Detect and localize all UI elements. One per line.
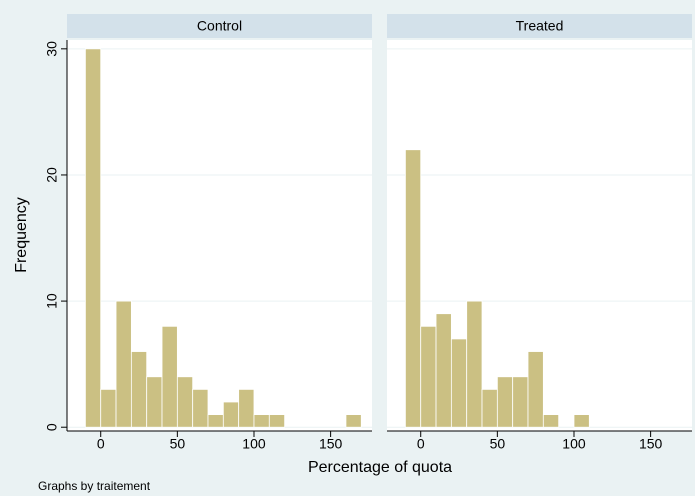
x-tick-label: 150	[319, 436, 343, 452]
x-tick-label: 50	[490, 436, 506, 452]
bar	[404, 149, 422, 428]
x-tick-label: 150	[639, 436, 663, 452]
bar	[238, 388, 255, 428]
bar	[420, 325, 437, 428]
strip	[387, 14, 692, 38]
bar	[435, 313, 452, 428]
bar	[222, 401, 240, 428]
bar	[84, 48, 102, 428]
bar	[527, 351, 544, 428]
bar	[207, 414, 224, 428]
bar	[253, 414, 270, 428]
x-tick-label: 50	[170, 436, 186, 452]
bar	[512, 376, 529, 428]
panel-title: Treated	[516, 18, 564, 34]
bar	[146, 376, 163, 428]
plot-area	[67, 40, 372, 431]
x-tick-label: 100	[242, 436, 266, 452]
x-tick-label: 0	[417, 436, 425, 452]
bar	[161, 325, 178, 428]
x-tick-label: 100	[562, 436, 586, 452]
y-tick-label: 20	[44, 167, 60, 183]
bar	[268, 414, 286, 428]
bar	[481, 388, 498, 428]
panel-title: Control	[197, 18, 242, 34]
bar	[450, 338, 468, 428]
bar	[466, 300, 483, 428]
x-axis-label: Percentage of quota	[308, 459, 452, 476]
note: Graphs by traitement	[38, 479, 151, 493]
bar	[573, 414, 590, 428]
strip	[67, 14, 372, 38]
bar	[192, 388, 209, 428]
bar	[542, 414, 560, 428]
y-tick-label: 10	[44, 293, 60, 309]
y-axis-label: Frequency	[13, 197, 30, 273]
x-tick-label: 0	[97, 436, 105, 452]
bar	[496, 376, 514, 428]
bar	[345, 414, 362, 428]
bar	[176, 376, 194, 428]
bar	[130, 351, 148, 428]
bar	[100, 388, 117, 428]
y-tick-label: 30	[44, 41, 60, 57]
bar	[115, 300, 132, 428]
y-tick-label: 0	[44, 423, 60, 431]
